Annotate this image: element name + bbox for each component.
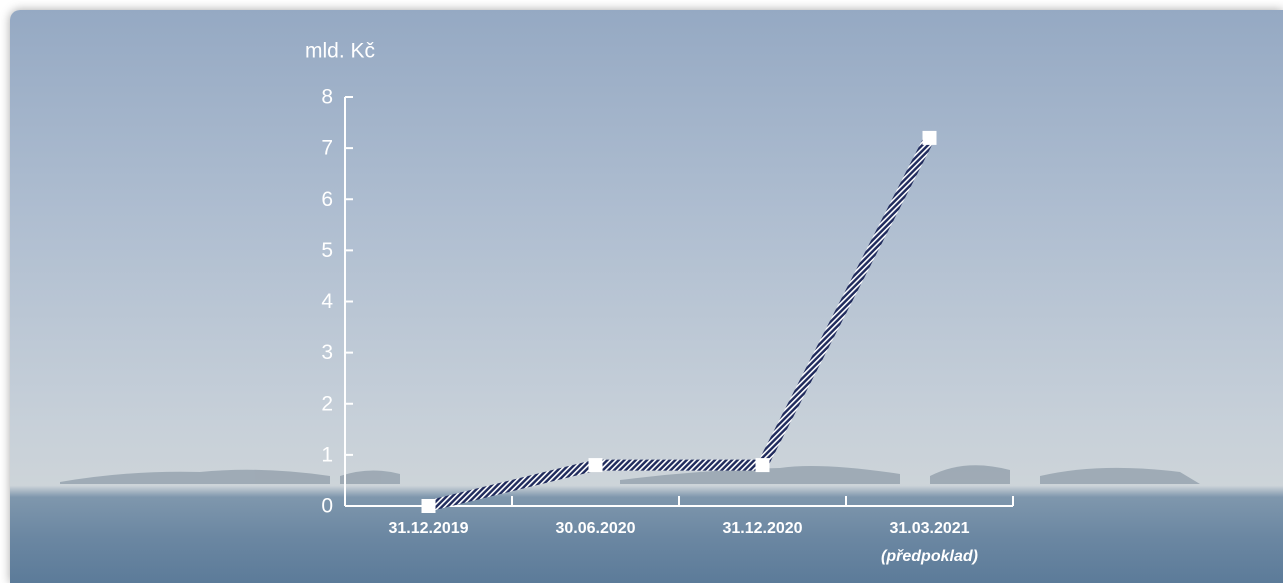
y-axis-label: mld. Kč — [305, 40, 375, 63]
islands — [60, 465, 1200, 484]
y-tick-label: 1 — [321, 443, 333, 466]
x-tick-label: 31.12.2019 — [388, 520, 468, 537]
point — [421, 499, 436, 513]
y-tick-label: 7 — [321, 137, 333, 160]
y-tick-label: 5 — [321, 239, 333, 262]
point — [922, 130, 937, 145]
y-tick-label: 0 — [321, 495, 333, 518]
point — [755, 458, 770, 473]
x-tick-label: 31.03.2021 — [889, 520, 969, 537]
y-tick-label: 4 — [321, 290, 333, 313]
x-tick-label: 30.06.2020 — [555, 520, 635, 537]
background-photo — [10, 10, 1283, 583]
line — [427, 135, 935, 512]
y-tick-label: 2 — [321, 392, 333, 415]
y-tick-label: 3 — [321, 341, 333, 364]
y-tick-label: 6 — [321, 188, 333, 211]
x-tick-note: (předpoklad) — [881, 548, 978, 565]
point — [588, 458, 603, 473]
y-tick-label: 8 — [321, 86, 333, 109]
x-tick-label: 31.12.2020 — [722, 520, 802, 537]
